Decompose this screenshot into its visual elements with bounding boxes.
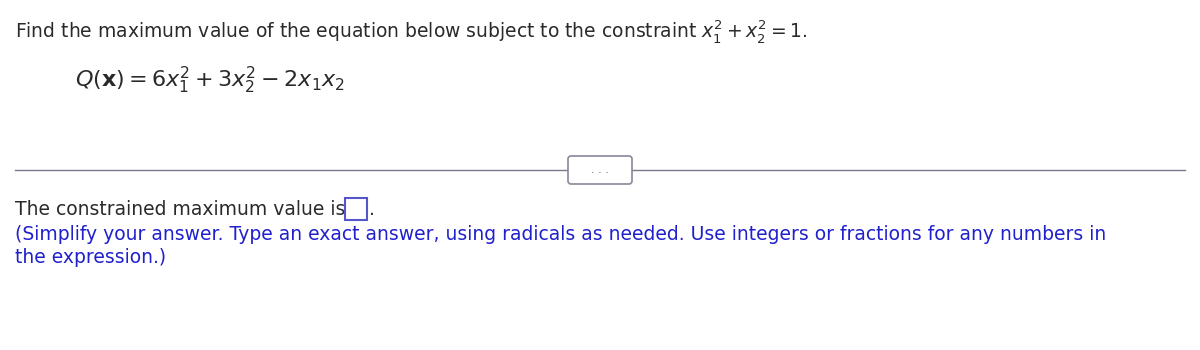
Text: $Q(\mathbf{x}) = 6x_1^2 + 3x_2^2 - 2x_1x_2$: $Q(\mathbf{x}) = 6x_1^2 + 3x_2^2 - 2x_1x… <box>74 65 346 96</box>
Text: Find the maximum value of the equation below subject to the constraint $x_1^2 + : Find the maximum value of the equation b… <box>14 18 808 45</box>
Text: . . .: . . . <box>592 165 608 175</box>
Text: The constrained maximum value is: The constrained maximum value is <box>14 200 346 219</box>
Text: the expression.): the expression.) <box>14 248 166 267</box>
Text: .: . <box>370 200 374 219</box>
FancyBboxPatch shape <box>568 156 632 184</box>
Text: (Simplify your answer. Type an exact answer, using radicals as needed. Use integ: (Simplify your answer. Type an exact ans… <box>14 225 1106 244</box>
FancyBboxPatch shape <box>346 198 367 220</box>
